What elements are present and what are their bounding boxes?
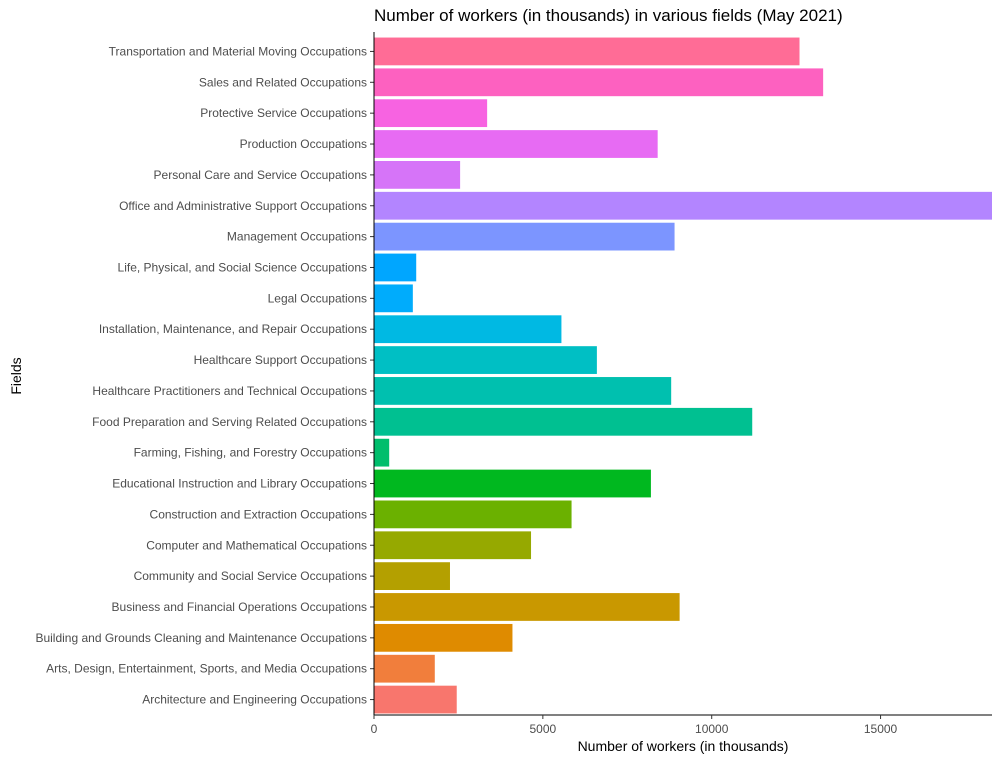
y-tick-label: Building and Grounds Cleaning and Mainte… — [35, 631, 367, 645]
bar — [374, 685, 457, 714]
y-tick-label: Construction and Extraction Occupations — [150, 507, 367, 521]
y-tick-label: Food Preparation and Serving Related Occ… — [92, 415, 367, 429]
bar — [374, 37, 800, 66]
bar — [374, 469, 651, 498]
y-tick-label: Computer and Mathematical Occupations — [146, 538, 367, 552]
bar — [374, 531, 532, 560]
bar — [374, 654, 435, 683]
y-tick-label: Healthcare Practitioners and Technical O… — [92, 384, 367, 398]
y-tick-label: Protective Service Occupations — [200, 106, 367, 120]
bar — [374, 160, 461, 189]
x-tick-label: 0 — [371, 722, 378, 736]
y-tick-label: Architecture and Engineering Occupations — [142, 693, 367, 707]
bar — [374, 377, 672, 405]
bar — [374, 222, 675, 251]
bar — [374, 346, 597, 374]
bar — [374, 593, 680, 621]
bar — [374, 315, 562, 344]
bar — [374, 191, 992, 220]
x-tick-label: 5000 — [530, 722, 557, 736]
y-tick-label: Office and Administrative Support Occupa… — [119, 199, 367, 213]
y-tick-label: Management Occupations — [227, 230, 367, 244]
bar — [374, 284, 413, 313]
y-tick-label: Arts, Design, Entertainment, Sports, and… — [46, 662, 367, 676]
y-tick-label: Life, Physical, and Social Science Occup… — [118, 260, 367, 274]
bar — [374, 130, 658, 158]
bar — [374, 438, 390, 467]
y-tick-label: Sales and Related Occupations — [199, 75, 367, 89]
y-tick-label: Installation, Maintenance, and Repair Oc… — [99, 322, 367, 336]
bar — [374, 623, 513, 652]
y-tick-label: Legal Occupations — [268, 291, 367, 305]
y-tick-label: Personal Care and Service Occupations — [154, 168, 367, 182]
x-axis-label: Number of workers (in thousands) — [577, 738, 789, 754]
chart-title: Number of workers (in thousands) in vari… — [374, 6, 843, 25]
y-tick-label: Community and Social Service Occupations — [134, 569, 367, 583]
bar — [374, 68, 824, 97]
y-tick-label: Healthcare Support Occupations — [194, 353, 367, 367]
y-tick-label: Production Occupations — [240, 137, 367, 151]
bar — [374, 99, 488, 128]
bar — [374, 562, 450, 591]
y-tick-label: Educational Instruction and Library Occu… — [112, 477, 367, 491]
y-tick-label: Business and Financial Operations Occupa… — [112, 600, 367, 614]
x-tick-label: 10000 — [695, 722, 729, 736]
bar — [374, 500, 572, 529]
bar — [374, 253, 417, 282]
x-tick-label: 15000 — [864, 722, 898, 736]
y-tick-label: Farming, Fishing, and Forestry Occupatio… — [134, 446, 367, 460]
bar — [374, 407, 753, 436]
y-tick-label: Transportation and Material Moving Occup… — [109, 44, 367, 58]
